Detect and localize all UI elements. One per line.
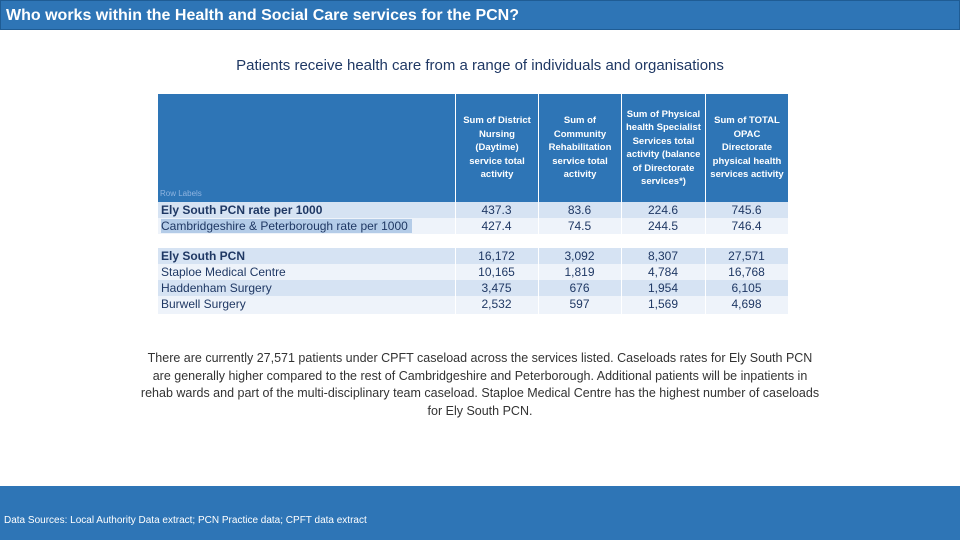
data-sources: Data Sources: Local Authority Data extra… <box>4 515 367 526</box>
column-divider <box>455 202 456 314</box>
row-label: Ely South PCN <box>161 249 246 263</box>
table-cell: 427.4 <box>481 219 512 233</box>
table-row: Cambridgeshire & Peterborough rate per 1… <box>158 218 788 234</box>
table-row: Staploe Medical Centre 10,165 1,819 4,78… <box>158 264 788 280</box>
table-cell: 4,698 <box>731 297 762 311</box>
table-cell: 3,092 <box>564 249 595 263</box>
header-bar: Who works within the Health and Social C… <box>0 0 960 30</box>
row-labels-caption: Row Labels <box>160 189 202 198</box>
table-cell: 27,571 <box>728 249 765 263</box>
narrative-text: There are currently 27,571 patients unde… <box>140 351 820 418</box>
table-cell: 224.6 <box>647 203 679 217</box>
table-row: Ely South PCN rate per 1000 437.3 83.6 2… <box>158 202 788 218</box>
table-cell: 3,475 <box>481 281 512 295</box>
table-cell: 745.6 <box>731 203 762 217</box>
table-cell: 2,532 <box>481 297 512 311</box>
table-cell: 6,105 <box>731 281 762 295</box>
table-cell: 16,172 <box>478 249 515 263</box>
column-divider <box>538 202 539 314</box>
table-cell: 4,784 <box>647 265 679 279</box>
table-cell: 10,165 <box>478 265 515 279</box>
table-cell: 437.3 <box>481 203 512 217</box>
table-cell: 74.5 <box>567 219 592 233</box>
table-cell: 83.6 <box>567 203 592 217</box>
row-label: Ely South PCN rate per 1000 <box>161 203 323 217</box>
row-label: Burwell Surgery <box>161 297 246 311</box>
table-spacer <box>158 234 788 248</box>
column-divider <box>621 202 622 314</box>
table-cell: 244.5 <box>647 219 679 233</box>
table-cell: 8,307 <box>647 249 679 263</box>
table-row: Burwell Surgery 2,532 597 1,569 4,698 <box>158 296 788 314</box>
row-label: Staploe Medical Centre <box>161 265 286 279</box>
table-cell: 16,768 <box>728 265 765 279</box>
row-label: Cambridgeshire & Peterborough rate per 1… <box>161 219 412 233</box>
table-row: Ely South PCN 16,172 3,092 8,307 27,571 <box>158 248 788 264</box>
table-cell: 597 <box>569 297 590 311</box>
pivot-table: Sum of District Nursing (Daytime) servic… <box>158 94 788 314</box>
column-header-district-nursing: Sum of District Nursing (Daytime) servic… <box>455 94 538 202</box>
column-header-community-rehab: Sum of Community Rehabilitation service … <box>538 94 621 202</box>
page-subtitle: Patients receive health care from a rang… <box>236 57 724 74</box>
column-header-physical-health: Sum of Physical health Specialist Servic… <box>621 94 705 202</box>
row-label: Haddenham Surgery <box>161 281 272 295</box>
page-title: Who works within the Health and Social C… <box>6 7 519 24</box>
table-header <box>158 94 788 202</box>
table-cell: 1,569 <box>647 297 679 311</box>
table-cell: 1,954 <box>647 281 679 295</box>
table-row: Haddenham Surgery 3,475 676 1,954 6,105 <box>158 280 788 296</box>
table-cell: 676 <box>569 281 590 295</box>
table-cell: 1,819 <box>564 265 595 279</box>
column-divider <box>705 202 706 314</box>
column-header-total-opac: Sum of TOTAL OPAC Directorate physical h… <box>705 94 788 202</box>
footer-bar: Data Sources: Local Authority Data extra… <box>0 486 960 540</box>
table-cell: 746.4 <box>731 219 762 233</box>
